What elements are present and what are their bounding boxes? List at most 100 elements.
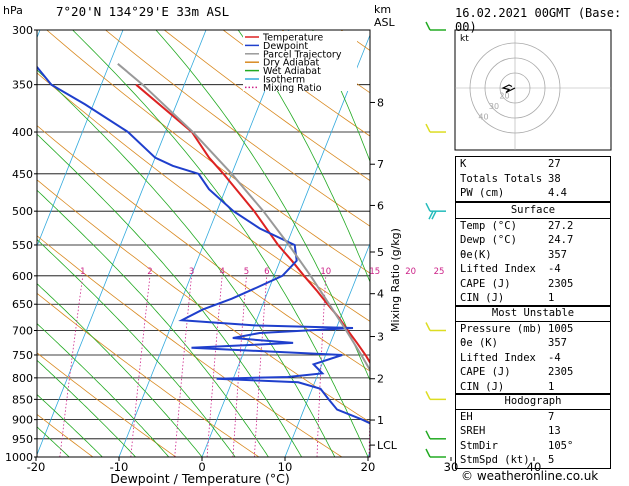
dry-adiabat-line <box>0 30 10 457</box>
x-tick-label: 30 <box>444 460 459 474</box>
wind-barb-flag <box>425 391 431 400</box>
mixing-ratio-label: 15 <box>369 267 380 277</box>
pressure-tick-label: 1000 <box>5 451 33 464</box>
table-row: StmDir 105° <box>460 439 574 452</box>
wet-adiabat-line <box>37 359 136 457</box>
isotherm-line <box>201 33 370 457</box>
wet-adiabat-line <box>37 426 70 457</box>
plot-frame <box>36 29 371 458</box>
mixing-ratio-line <box>206 275 223 457</box>
legend-label: Mixing Ratio <box>263 83 322 94</box>
pressure-tick-label: 800 <box>12 372 33 385</box>
wind-barb-flag <box>425 322 431 331</box>
x-tick-label: 40 <box>527 460 542 474</box>
legend-label: Wet Adiabat <box>263 66 321 77</box>
pressure-tick-label: 950 <box>12 433 33 446</box>
wind-barb-flag <box>431 210 437 220</box>
mixing-ratio-label: 3 <box>189 267 194 277</box>
table-row: θe (K) 357 <box>460 337 567 350</box>
height-km-label: 7 <box>377 158 384 171</box>
table-row: Lifted Index -4 <box>460 351 561 364</box>
height-km-label: 2 <box>377 373 384 386</box>
wind-barb-flag <box>425 448 431 458</box>
height-km-label: LCL <box>377 439 398 452</box>
table-row: CIN (J) 1 <box>460 380 555 393</box>
mixing-ratio-label: 10 <box>320 267 331 277</box>
wet-adiabat-line <box>312 30 370 163</box>
mixing-ratio-line <box>407 276 410 457</box>
units-right-asl: ASL <box>374 16 396 29</box>
wet-adiabat-line <box>37 283 203 457</box>
series-line-temperature <box>135 83 370 365</box>
legend-label: Isotherm <box>263 75 305 86</box>
legend-label: Dewpoint <box>263 41 308 52</box>
height-km-label: 6 <box>377 199 384 212</box>
hodograph-table: Hodograph EH 7 SREH 13 StmDir 105° StmSpd (… <box>455 393 611 469</box>
legend-label: Dry Adiabat <box>263 58 320 69</box>
isotherm-line <box>118 30 290 457</box>
datetime-stamp: 16.02.2021 00GMT (Base: 00) <box>455 6 622 34</box>
dry-adiabat-line <box>105 30 370 227</box>
hodograph-ring-label: 40 <box>478 113 488 122</box>
isotherm-line <box>284 242 370 457</box>
x-tick-label: -10 <box>110 460 129 474</box>
hodograph-ring-label: 30 <box>489 102 499 111</box>
mixing-ratio-line <box>232 275 247 457</box>
wind-barb-flag <box>425 21 431 31</box>
wet-adiabat-line <box>155 30 370 382</box>
wet-adiabat-line <box>37 323 170 457</box>
mixing-ratio-label: 25 <box>434 267 445 277</box>
legend-background <box>243 31 357 91</box>
wind-barb-flag <box>428 210 434 220</box>
wind-barbs <box>425 21 446 458</box>
copyright: © weatheronline.co.uk <box>461 469 599 483</box>
dry-adiabat-line <box>37 352 177 457</box>
pressure-tick-label: 850 <box>12 393 33 406</box>
wet-adiabat-line <box>37 239 236 457</box>
dry-adiabat-line <box>37 235 343 457</box>
wet-adiabat-line <box>37 393 103 457</box>
height-km-label: 4 <box>377 288 384 301</box>
height-km-label: 1 <box>377 414 384 427</box>
most-unstable-table: Most Unstable Pressure (mb) 1005 θe (K) 35… <box>455 305 611 395</box>
dry-adiabat-line <box>37 72 370 322</box>
series-line-parcel-trajectory <box>117 63 370 372</box>
sounding-lines <box>37 63 370 425</box>
hodograph-frame <box>454 29 612 151</box>
wet-adiabat-line <box>237 30 370 283</box>
pressure-tick-label: 500 <box>12 205 33 218</box>
most-unstable-title: Most Unstable <box>491 307 575 320</box>
table-row: Lifted Index -4 <box>460 263 561 276</box>
isotherm-line <box>37 30 207 456</box>
table-row: Temp (°C) 27.2 <box>456 217 610 234</box>
pressure-tick-label: 600 <box>12 270 33 283</box>
wet-adiabat-line <box>37 69 336 457</box>
mixing-ratio-line <box>254 275 268 457</box>
height-km-label: 5 <box>377 246 384 259</box>
pressure-tick-label: 550 <box>12 239 33 252</box>
table-row: Dewp (°C) 24.7 <box>460 234 574 247</box>
mixing-ratio-line <box>316 275 327 457</box>
wind-barb-flag <box>425 430 431 440</box>
hodograph-label: kt <box>460 34 469 44</box>
hodograph-title: Hodograph <box>504 395 562 408</box>
wet-adiabat-line <box>37 189 269 457</box>
x-tick-label: 0 <box>198 460 205 474</box>
table-row: StmSpd (kt) 5 <box>460 454 555 467</box>
table-row: Pressure (mb) 1005 <box>456 320 610 337</box>
dry-adiabat-line <box>37 125 370 372</box>
indices-table: K 27 Totals Totals 38 PW (cm) 4.4 <box>455 156 611 202</box>
pressure-tick-label: 350 <box>12 79 33 92</box>
pressure-tick-label: 450 <box>12 168 33 181</box>
pressure-tick-label: 650 <box>12 298 33 311</box>
height-km-label: 3 <box>377 331 384 344</box>
isotherm-line <box>37 30 124 248</box>
pressure-tick-label: 750 <box>12 349 33 362</box>
mixing-ratio-label: 5 <box>244 267 249 277</box>
table-row: CAPE (J) 2305 <box>460 366 574 379</box>
mixing-ratio-line <box>174 275 192 457</box>
mixing-ratio-axis-title: Mixing Ratio (g/kg) <box>389 228 402 332</box>
